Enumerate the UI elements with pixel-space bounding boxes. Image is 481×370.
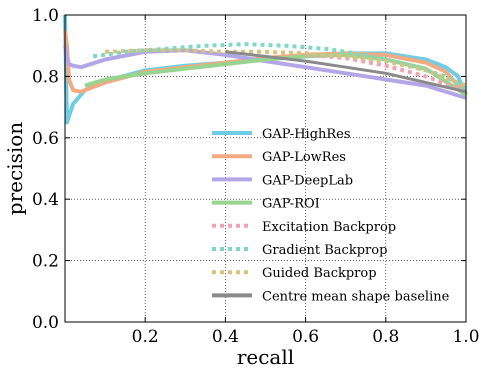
x-tick-label: 0.2 (132, 327, 159, 347)
x-tick-label: 0.4 (212, 327, 239, 347)
axis-ticks: 0.2 0.4 0.6 0.8 1.0 0.0 0.2 0.4 0.6 0.8 1.0 (32, 6, 480, 347)
legend-label: GAP-ROI (262, 197, 320, 212)
y-tick-label: 0.0 (32, 313, 59, 333)
y-tick-label: 0.2 (32, 252, 59, 272)
legend-label: GAP-HighRes (262, 127, 351, 142)
legend-label: Guided Backprop (262, 266, 377, 281)
legend-label: Centre mean shape baseline (262, 289, 450, 304)
x-tick-label: 0.6 (292, 327, 319, 347)
legend-label: Gradient Backprop (262, 243, 387, 258)
x-axis-label: recall (237, 345, 294, 369)
legend: GAP-HighRes GAP-LowRes GAP-DeepLab GAP-ROI E… (212, 127, 450, 304)
series-lines (63, 14, 468, 125)
series-line-gap-highres (63, 14, 468, 125)
legend-label: GAP-DeepLab (262, 173, 353, 188)
y-tick-label: 1.0 (32, 6, 59, 26)
y-axis-label: precision (3, 122, 27, 215)
series-line-centre-mean-shape-baseline (225, 50, 467, 94)
plot-frame (64, 14, 467, 323)
series-line-gap-roi (84, 52, 468, 97)
x-tick-label: 1.0 (452, 327, 479, 347)
legend-label: Excitation Backprop (262, 220, 396, 235)
y-tick-label: 0.4 (32, 190, 59, 210)
x-tick-label: 0.8 (372, 327, 399, 347)
y-tick-label: 0.8 (32, 67, 59, 87)
y-tick-label: 0.6 (32, 129, 59, 149)
legend-label: GAP-LowRes (262, 150, 346, 165)
